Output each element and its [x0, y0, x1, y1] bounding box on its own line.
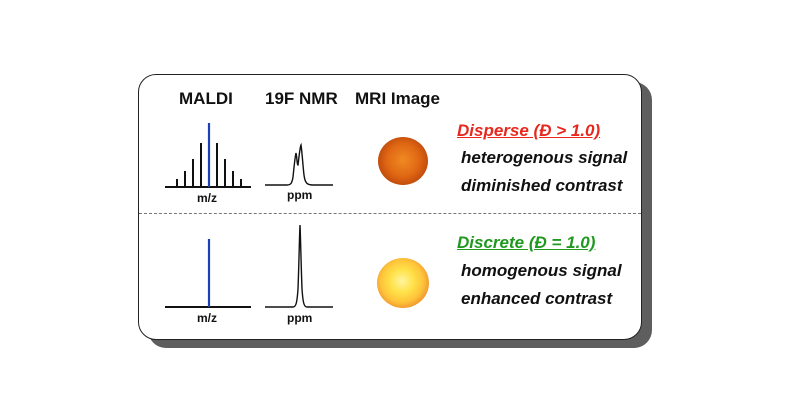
discrete-nmr-xlabel: ppm	[287, 311, 313, 325]
disperse-nmr-trace	[265, 142, 333, 186]
discrete-mri-image	[377, 258, 429, 308]
disperse-line1: heterogenous signal	[461, 148, 628, 167]
disperse-title: Disperse (Đ > 1.0)	[457, 121, 601, 140]
discrete-line1: homogenous signal	[461, 261, 622, 280]
header-nmr: 19F NMR	[265, 89, 338, 108]
disperse-nmr-xlabel: ppm	[287, 188, 313, 202]
discrete-maldi-spectrum	[165, 239, 251, 308]
discrete-title: Discrete (Đ = 1.0)	[457, 233, 596, 252]
header-maldi: MALDI	[179, 89, 233, 108]
discrete-line2: enhanced contrast	[461, 289, 613, 308]
disperse-mri-image	[378, 137, 428, 185]
disperse-maldi-spectrum	[165, 123, 251, 188]
disperse-maldi-xlabel: m/z	[197, 191, 218, 205]
discrete-maldi-xlabel: m/z	[197, 311, 218, 325]
comparison-panel: MALDI 19F NMR MRI Image m/z ppm Disperse…	[138, 74, 642, 340]
discrete-nmr-spectrum	[265, 224, 333, 308]
discrete-nmr-trace	[265, 224, 333, 308]
row-divider	[139, 213, 641, 214]
disperse-nmr-spectrum	[265, 142, 333, 186]
header-mri: MRI Image	[355, 89, 441, 108]
disperse-line2: diminished contrast	[461, 176, 623, 195]
